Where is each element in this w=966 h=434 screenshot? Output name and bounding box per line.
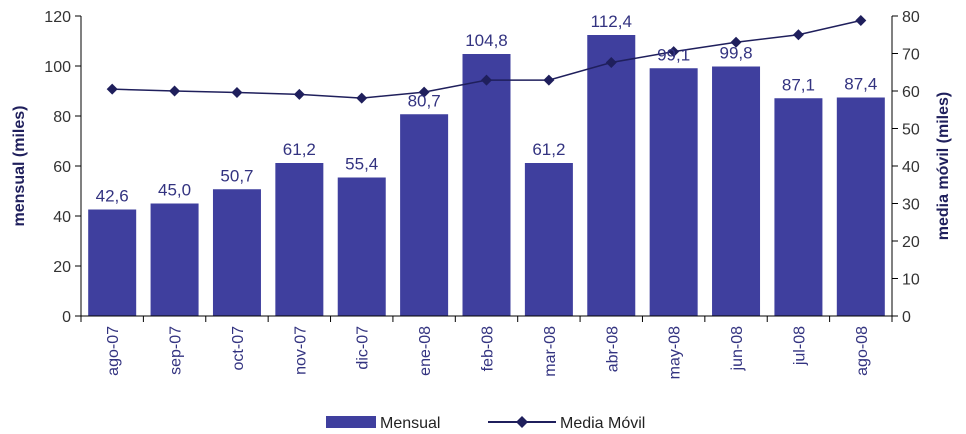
- media-movil-point-dic-07: [356, 92, 368, 104]
- x-tick-label-ago-08: ago-08: [854, 326, 871, 376]
- data-label-nov-07: 61,2: [283, 140, 316, 159]
- legend-marker-media-movil: [516, 416, 528, 428]
- x-tick-label-jun-08: jun-08: [729, 326, 746, 372]
- data-label-jul-08: 87,1: [782, 75, 815, 94]
- y2-tick-label: 50: [902, 122, 920, 139]
- media-movil-point-jun-08: [730, 36, 742, 48]
- media-movil-point-abr-08: [605, 57, 617, 68]
- legend-swatch-mensual: [326, 416, 376, 428]
- y-tick-label: 80: [53, 109, 71, 126]
- x-tick-label-sep-07: sep-07: [168, 326, 185, 375]
- x-tick-label-abr-08: abr-08: [604, 326, 621, 372]
- x-tick-label-may-08: may-08: [667, 326, 684, 379]
- y2-tick-label: 40: [902, 159, 920, 176]
- bar-sep-07: [150, 203, 199, 316]
- y2-axis-title: media móvil (miles): [935, 92, 952, 241]
- data-label-mar-08: 61,2: [532, 140, 565, 159]
- x-tick-label-feb-08: feb-08: [480, 326, 497, 371]
- data-label-oct-07: 50,7: [220, 166, 253, 185]
- x-tick-label-ago-07: ago-07: [105, 326, 122, 376]
- bar-jul-08: [774, 98, 823, 316]
- media-movil-point-ago-07: [106, 83, 118, 95]
- y2-tick-label: 10: [902, 272, 920, 289]
- y2-tick-label: 60: [902, 84, 920, 101]
- media-movil-point-ago-08: [855, 15, 867, 26]
- y2-tick-label: 80: [902, 9, 920, 26]
- bar-oct-07: [212, 189, 261, 316]
- bar-ago-07: [88, 209, 137, 316]
- media-movil-point-feb-08: [481, 74, 492, 86]
- legend-label-media-movil: Media Móvil: [560, 415, 645, 432]
- bar-ago-08: [836, 97, 885, 316]
- data-label-abr-08: 112,4: [591, 12, 632, 31]
- y-tick-label: 0: [62, 309, 71, 326]
- x-tick-label-dic-07: dic-07: [355, 326, 372, 370]
- data-label-dic-07: 55,4: [345, 155, 378, 174]
- media-movil-point-oct-07: [231, 87, 243, 98]
- data-label-ene-08: 80,7: [408, 91, 441, 110]
- bar-feb-08: [462, 54, 511, 316]
- data-label-may-08: 99,1: [657, 45, 690, 64]
- y-tick-label: 40: [53, 209, 71, 226]
- media-movil-point-ene-08: [418, 86, 430, 98]
- y2-tick-label: 20: [902, 234, 920, 251]
- bar-abr-08: [587, 35, 636, 316]
- y-tick-label: 120: [44, 9, 71, 26]
- data-label-ago-07: 42,6: [96, 187, 129, 206]
- x-tick-label-ene-08: ene-08: [417, 326, 434, 376]
- y2-tick-label: 30: [902, 197, 920, 214]
- bar-nov-07: [275, 163, 324, 316]
- x-tick-label-jul-08: jul-08: [791, 326, 808, 366]
- legend-label-mensual: Mensual: [380, 415, 440, 432]
- bar-ene-08: [400, 114, 449, 316]
- media-movil-point-nov-07: [293, 88, 305, 100]
- plot-area: 0 20 40 60 80 100 120 0 10 20 30 40 50 60 70 80 ago-07 se…: [44, 9, 920, 379]
- y2-tick-label: 70: [902, 47, 920, 64]
- bar-jun-08: [712, 66, 761, 316]
- media-movil-point-may-08: [668, 46, 680, 58]
- media-movil-point-mar-08: [543, 74, 555, 86]
- bar-dic-07: [337, 177, 386, 316]
- bar-mar-08: [524, 163, 573, 316]
- x-tick-label-oct-07: oct-07: [230, 326, 247, 371]
- y2-tick-label: 0: [902, 309, 911, 326]
- y-tick-label: 60: [53, 159, 71, 176]
- data-label-jun-08: 99,8: [719, 44, 752, 63]
- data-label-sep-07: 45,0: [158, 181, 191, 200]
- data-label-feb-08: 104,8: [465, 31, 508, 50]
- x-tick-label-mar-08: mar-08: [542, 326, 559, 377]
- bar-may-08: [649, 68, 698, 316]
- y-tick-label: 20: [53, 259, 71, 276]
- y-axis-title: mensual (miles): [11, 106, 28, 227]
- media-movil-point-jul-08: [792, 29, 804, 41]
- legend: Mensual Media Móvil: [326, 415, 645, 432]
- data-label-ago-08: 87,4: [844, 75, 877, 94]
- y-tick-label: 100: [44, 59, 71, 76]
- media-movil-point-sep-07: [169, 85, 181, 97]
- x-tick-label-nov-07: nov-07: [292, 326, 309, 375]
